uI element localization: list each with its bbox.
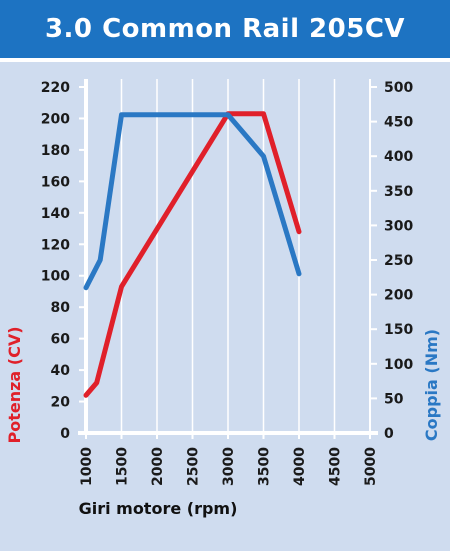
x-tick-label: 2000 bbox=[150, 447, 166, 486]
title-banner: 3.0 Common Rail 205CV bbox=[0, 0, 450, 58]
y-right-tick-label: 500 bbox=[384, 80, 413, 96]
x-tick-label: 3000 bbox=[221, 447, 237, 486]
y-right-tick-label: 400 bbox=[384, 149, 413, 165]
y-left-tick-label: 20 bbox=[51, 395, 71, 411]
y-left-tick-label: 200 bbox=[41, 111, 70, 127]
y-left-tick-label: 120 bbox=[41, 237, 70, 253]
y-right-tick-label: 0 bbox=[384, 426, 394, 442]
power-series-line bbox=[83, 111, 302, 398]
y-right-axis-label: Coppia (Nm) bbox=[422, 329, 441, 441]
y-left-axis-label: Potenza (CV) bbox=[5, 326, 24, 443]
x-tick-label: 3500 bbox=[257, 447, 273, 486]
x-tick-label: 4000 bbox=[292, 447, 308, 486]
x-tick-label: 5000 bbox=[363, 447, 379, 486]
y-left-tick-label: 160 bbox=[41, 174, 70, 190]
y-left-tick-label: 140 bbox=[41, 206, 70, 222]
y-right-tick-label: 250 bbox=[384, 253, 413, 269]
x-tick-label: 2500 bbox=[186, 447, 202, 486]
y-right-tick-label: 200 bbox=[384, 288, 413, 304]
y-left-tick-label: 80 bbox=[51, 300, 71, 316]
x-tick-label: 1000 bbox=[79, 447, 95, 486]
y-left-tick-label: 100 bbox=[41, 269, 70, 285]
y-right-tick-label: 300 bbox=[384, 218, 413, 234]
y-right-tick-label: 150 bbox=[384, 322, 413, 338]
y-right-tick-label: 350 bbox=[384, 184, 413, 200]
y-left-tick-label: 60 bbox=[51, 332, 71, 348]
y-right-tick-label: 450 bbox=[384, 115, 413, 131]
chart-title: 3.0 Common Rail 205CV bbox=[44, 14, 406, 44]
x-tick-label: 1500 bbox=[115, 447, 131, 486]
y-left-tick-label: 220 bbox=[41, 80, 70, 96]
plot-background bbox=[0, 62, 450, 551]
y-right-tick-label: 50 bbox=[384, 391, 404, 407]
torque-series-line bbox=[83, 112, 302, 291]
y-left-tick-label: 40 bbox=[51, 363, 71, 379]
x-tick-label: 4500 bbox=[328, 447, 344, 486]
y-right-tick-label: 100 bbox=[384, 357, 413, 373]
y-left-tick-label: 0 bbox=[60, 426, 70, 442]
y-left-tick-label: 180 bbox=[41, 143, 70, 159]
x-axis-label: Giri motore (rpm) bbox=[79, 499, 238, 518]
